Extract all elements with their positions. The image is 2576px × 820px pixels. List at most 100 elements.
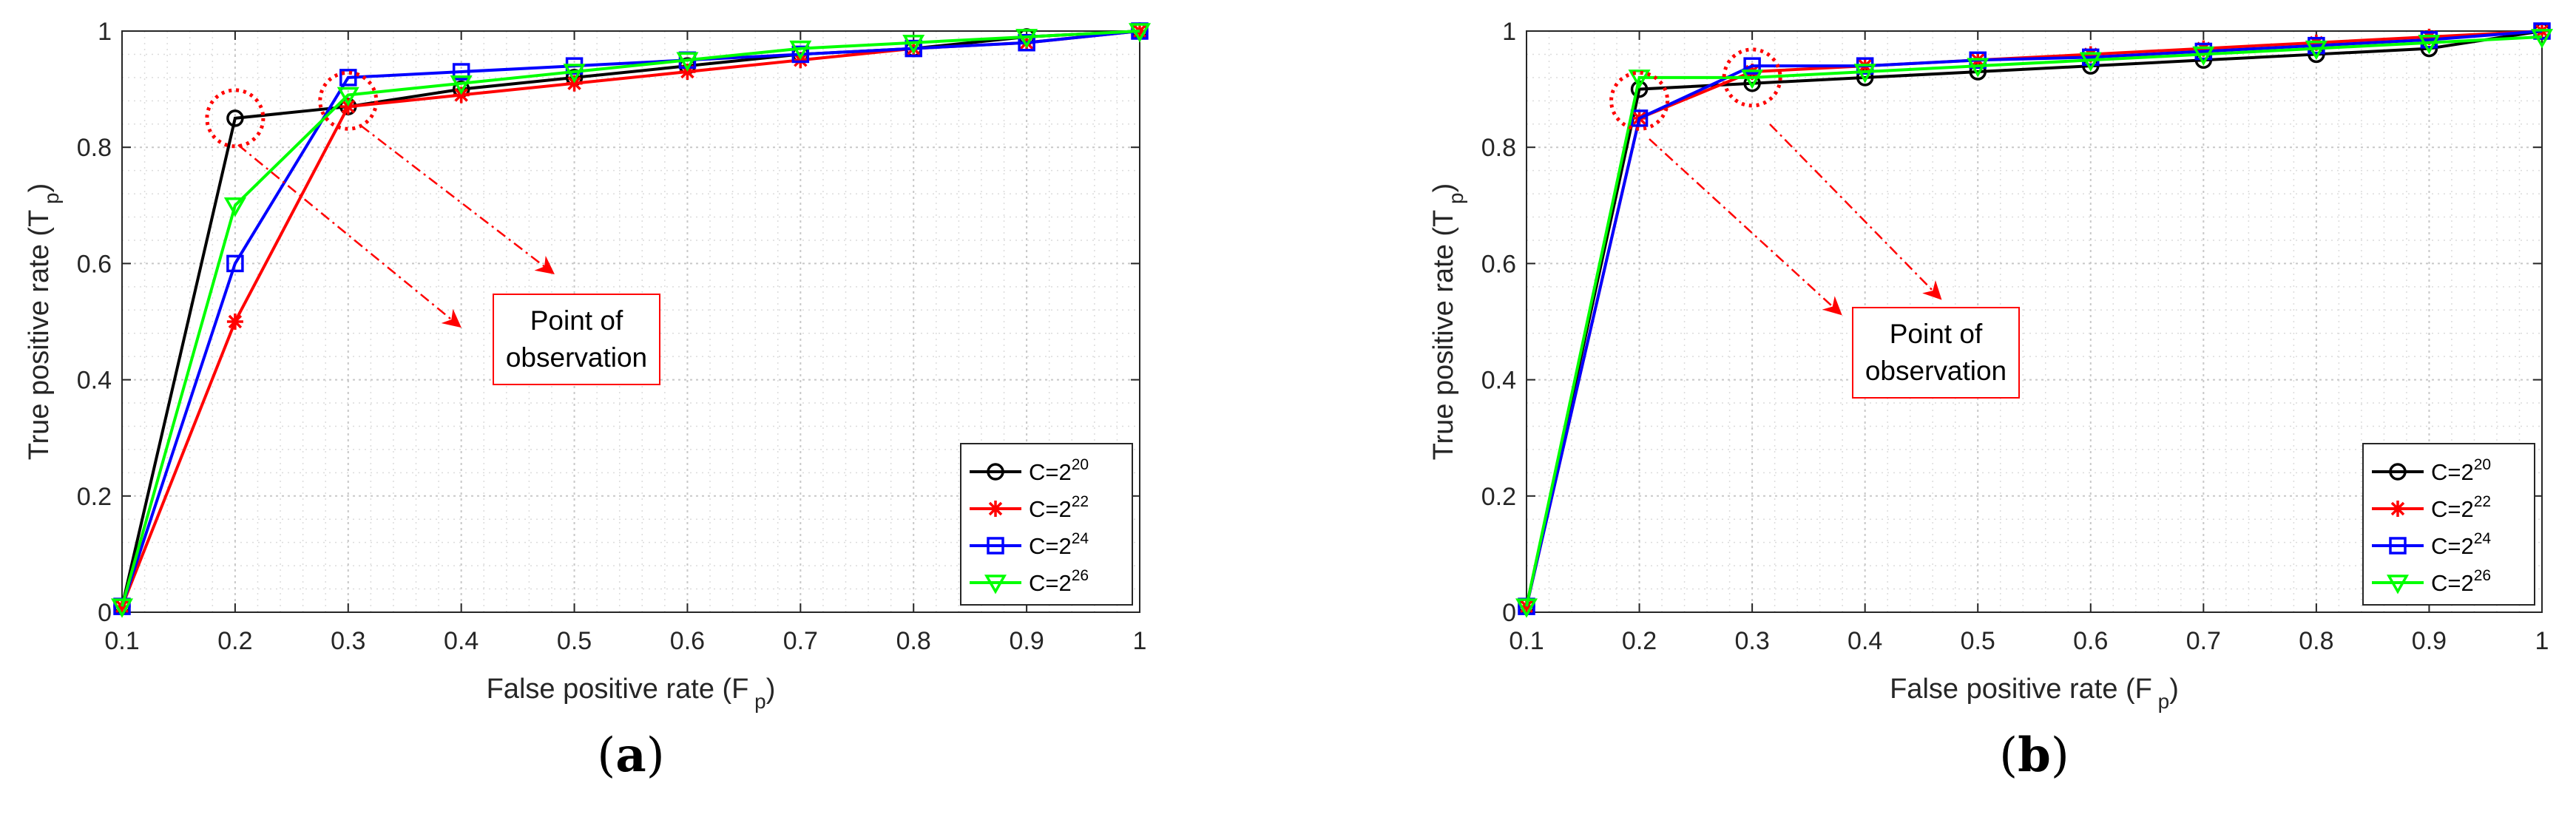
legend-marker <box>984 575 1007 594</box>
legend-entry-label: C=222 <box>2431 493 2491 522</box>
data-point-series-3 <box>2418 34 2441 55</box>
x-tick-label: 0.1 <box>104 627 139 655</box>
panel-label-open: ( <box>597 728 615 783</box>
x-tick-label: 0.7 <box>2186 627 2221 655</box>
x-tick-label: 0.3 <box>1734 627 1769 655</box>
x-tick-label: 1 <box>2535 627 2549 655</box>
y-axis-label-main: True positive rate (T <box>24 210 55 461</box>
x-tick-label: 0.5 <box>557 627 592 655</box>
data-point-series-3 <box>902 34 925 55</box>
legend-entry-label: C=224 <box>2431 530 2491 559</box>
y-tick-label: 1 <box>1502 18 1516 46</box>
y-axis-label: True positive rate (T p) <box>24 183 63 461</box>
legend-exponent: 24 <box>1072 530 1089 547</box>
y-tick-label: 0.8 <box>1481 134 1516 162</box>
series-line-2 <box>121 30 1140 607</box>
data-point-series-3 <box>1741 70 1764 89</box>
x-tick-label: 0.4 <box>1848 627 1882 655</box>
y-tick-label: 0 <box>98 599 112 627</box>
data-point-series-3 <box>2530 29 2554 49</box>
data-point-series-2 <box>452 63 470 81</box>
legend-exponent: 20 <box>2474 456 2491 473</box>
y-tick-label: 0.6 <box>77 250 112 278</box>
x-tick-label: 1 <box>1133 627 1147 655</box>
legend-marker <box>2390 501 2406 517</box>
x-axis-label-sub: p <box>748 690 765 713</box>
x-tick-label: 0.3 <box>331 627 365 655</box>
annotation-arrow <box>360 125 555 275</box>
x-axis-label-main: False positive rate (F <box>1890 674 2152 705</box>
y-tick-label: 1 <box>98 18 112 46</box>
x-tick-label: 0.8 <box>2299 627 2333 655</box>
data-point-series-2 <box>791 45 810 64</box>
x-axis-label-close: ) <box>2169 674 2179 705</box>
x-tick-label: 0.6 <box>670 627 705 655</box>
x-tick-label: 0.5 <box>1961 627 1995 655</box>
legend-exponent: 26 <box>1072 567 1089 584</box>
data-point-series-1 <box>792 52 809 69</box>
y-tick-label: 0.8 <box>77 134 112 162</box>
data-point-series-3 <box>2079 52 2102 72</box>
data-point-series-3 <box>1628 70 1651 89</box>
data-point-series-2 <box>226 254 244 273</box>
data-point-series-3 <box>1853 64 1876 84</box>
chart-panel-a: 0.1 0.2 0.3 0.4 0.5 0.6 0.7 0.8 0.9 1 0 0.2 0.4 0.6 0.… <box>24 18 1152 783</box>
y-axis-label-close: ) <box>1428 183 1459 193</box>
y-axis-label-sub: p <box>40 192 63 209</box>
x-tick-label: 0.9 <box>2412 627 2447 655</box>
legend-exponent: 24 <box>2474 530 2492 547</box>
data-point-series-1 <box>339 98 356 115</box>
legend-entry-label: C=222 <box>1029 493 1089 522</box>
legend-name: C=2 <box>1029 533 1072 559</box>
data-point-series-3 <box>789 40 812 61</box>
y-tick-label: 0.2 <box>1481 483 1516 511</box>
data-point-series-1 <box>226 314 243 330</box>
data-point-series-3 <box>2192 46 2215 66</box>
x-axis-label: False positive rate (F p) <box>1890 674 2179 713</box>
y-tick-label: 0 <box>1502 599 1516 627</box>
axes-box <box>121 30 1140 613</box>
data-point-series-3 <box>563 64 586 84</box>
panel-label-close: ) <box>646 728 665 783</box>
data-point-series-3 <box>337 87 359 106</box>
data-point-series-2 <box>1018 33 1035 52</box>
annotation-text: observation <box>1865 356 2007 386</box>
series-line-3 <box>121 30 1140 607</box>
legend-marker <box>987 537 1004 555</box>
y-tick-label: 0.4 <box>1481 367 1516 395</box>
data-point-series-3 <box>450 75 473 95</box>
annotation-arrow <box>1649 138 1842 316</box>
panel-label-letter: b <box>2018 728 2051 783</box>
panel-label-close: ) <box>2051 728 2069 783</box>
y-axis-label-sub: p <box>1444 192 1467 209</box>
data-point-series-3 <box>1967 58 1990 78</box>
legend-name: C=2 <box>2431 570 2474 596</box>
legend-exponent: 20 <box>1072 456 1089 473</box>
data-point-series-3 <box>676 52 699 72</box>
y-axis-label-close: ) <box>24 183 55 193</box>
legend-name: C=2 <box>2431 459 2474 485</box>
series-line-0 <box>1525 30 2543 607</box>
x-tick-label: 0.7 <box>783 627 818 655</box>
legend-name: C=2 <box>1029 570 1072 596</box>
x-tick-label: 0.1 <box>1509 627 1544 655</box>
legend-name: C=2 <box>1029 496 1072 522</box>
y-tick-label: 0.6 <box>1481 250 1516 278</box>
panel-label: (b) <box>1999 728 2069 783</box>
legend-entry-label: C=220 <box>1029 456 1089 485</box>
annotation-arrow <box>237 144 462 328</box>
legend-marker <box>987 463 1004 481</box>
data-point-series-3 <box>110 598 134 618</box>
panel-label: (a) <box>597 728 664 783</box>
legend-exponent: 22 <box>2474 493 2491 510</box>
legend-exponent: 22 <box>1072 493 1089 510</box>
data-point-series-1 <box>679 64 696 81</box>
data-point-series-0 <box>226 109 244 127</box>
observation-circle <box>1609 70 1670 131</box>
annotation-box <box>493 294 660 385</box>
data-point-series-3 <box>1128 23 1152 43</box>
x-axis-label: False positive rate (F p) <box>487 674 776 713</box>
